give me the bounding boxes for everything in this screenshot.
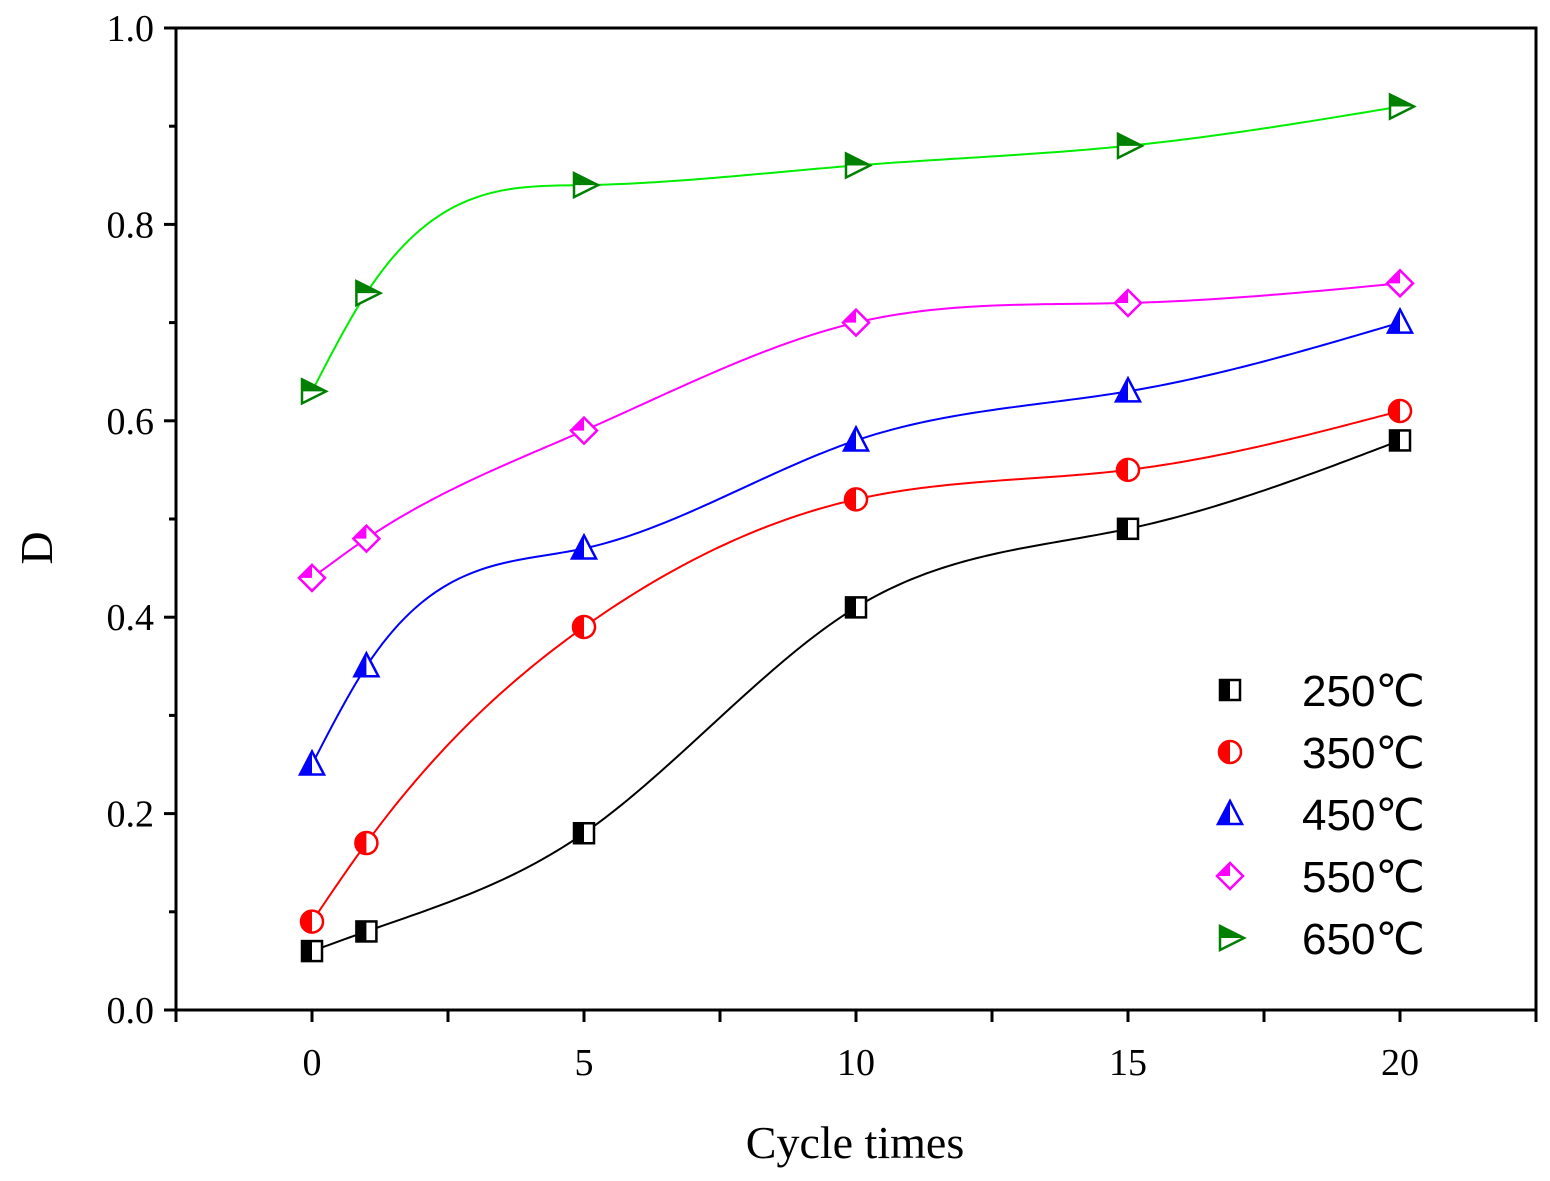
data-point-550: [569, 415, 599, 446]
axes: [164, 26, 1538, 1022]
data-point-650: [300, 377, 329, 406]
x-tick-label: 5: [575, 1042, 594, 1084]
legend-label-350: 350℃: [1302, 729, 1425, 778]
data-point-550: [841, 307, 871, 338]
legend-marker-650: [1218, 923, 1247, 953]
data-point-650: [572, 171, 601, 200]
legend-label-250: 250℃: [1302, 667, 1425, 716]
series-markers: [297, 92, 1417, 963]
data-point-550: [351, 523, 382, 554]
series-line-650: [311, 105, 1401, 392]
data-point-250: [844, 596, 868, 619]
legend-label-550: 550℃: [1302, 853, 1425, 902]
data-point-350: [1115, 457, 1141, 483]
x-tick-label: 20: [1381, 1042, 1419, 1084]
x-tick-label: 0: [303, 1042, 322, 1084]
data-point-350: [299, 909, 325, 934]
data-point-250: [1116, 517, 1140, 541]
y-tick-label: 0.2: [107, 794, 155, 836]
data-point-450: [352, 650, 381, 678]
data-point-350: [843, 487, 869, 512]
data-point-650: [1388, 92, 1417, 121]
legend-label-650: 650℃: [1302, 915, 1425, 964]
y-tick-label: 0.0: [107, 990, 155, 1032]
data-point-250: [300, 939, 324, 963]
data-point-550: [297, 563, 327, 593]
y-tick-label: 0.4: [107, 597, 155, 639]
data-point-450: [1113, 375, 1143, 403]
data-point-350: [571, 614, 597, 640]
data-point-450: [569, 532, 599, 560]
y-tick-label: 0.8: [107, 204, 155, 246]
data-point-250: [1388, 429, 1412, 452]
y-axis-title: D: [11, 531, 62, 564]
legend-label-450: 450℃: [1302, 791, 1425, 840]
y-tick-label: 1.0: [107, 8, 155, 50]
legend: 250℃ 350℃ 450℃ 550℃ 650℃: [1215, 667, 1425, 964]
data-point-250: [355, 920, 378, 943]
tick-labels: 0 5 10 15 20 0.0 0.2 0.4 0.6 0.8 1.0: [107, 8, 1420, 1084]
x-axis-title: Cycle times: [746, 1117, 964, 1168]
data-point-550: [1113, 288, 1143, 318]
legend-marker-350: [1217, 739, 1243, 765]
data-point-450: [297, 748, 327, 776]
data-point-650: [844, 151, 873, 180]
data-point-650: [355, 279, 384, 308]
legend-marker-450: [1215, 798, 1245, 826]
data-point-350: [1387, 398, 1413, 424]
data-point-350: [354, 830, 379, 856]
legend-marker-550: [1215, 861, 1245, 891]
data-point-550: [1385, 268, 1415, 299]
legend-marker-250: [1218, 678, 1242, 702]
data-point-450: [841, 424, 871, 452]
data-point-250: [572, 821, 596, 845]
x-tick-label: 10: [837, 1042, 875, 1084]
data-point-450: [1385, 306, 1415, 334]
y-tick-label: 0.6: [107, 401, 155, 443]
data-point-650: [1116, 131, 1145, 160]
x-tick-label: 15: [1109, 1042, 1147, 1084]
